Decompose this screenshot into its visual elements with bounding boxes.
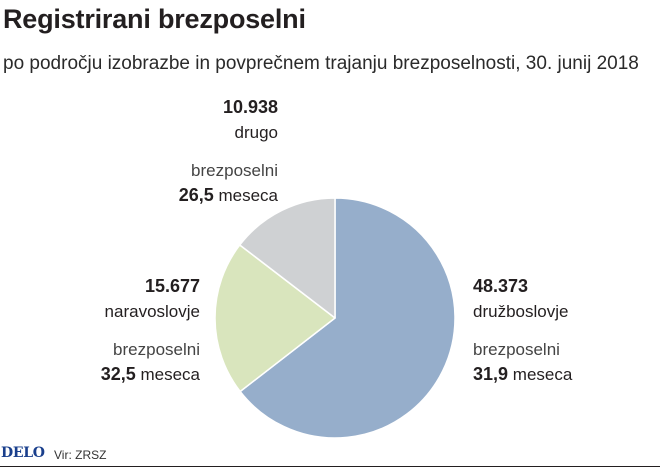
duration-value-naravoslovje: 32,5 [100, 364, 136, 384]
duration-naravoslovje: 32,5 meseca [101, 362, 200, 387]
duration-druzboslovje: 31,9 meseca [473, 362, 572, 387]
duration-unit-drugo: meseca [218, 186, 278, 205]
duration-label-naravoslovje: brezposelni [113, 340, 200, 359]
value-naravoslovje: 15.677 [144, 276, 200, 296]
duration-value-drugo: 26,5 [178, 185, 214, 205]
duration-drugo: 26,5 meseca [179, 183, 278, 208]
value-druzboslovje: 48.373 [473, 276, 529, 296]
pie-slice-naravoslovje [214, 244, 336, 393]
duration-unit-naravoslovje: meseca [140, 365, 200, 384]
chart-title: Registrirani brezposelni [3, 4, 306, 34]
chart-subtitle: po področju izobrazbe in povprečnem traj… [3, 53, 639, 74]
pie-slice-druzboslovje [239, 197, 456, 439]
category-drugo: drugo [234, 123, 278, 142]
category-naravoslovje: naravoslovje [104, 302, 200, 321]
value-drugo: 10.938 [222, 97, 278, 117]
pie-slice-drugo [239, 197, 336, 319]
source-note: Vir: ZRSZ [54, 448, 107, 462]
label-drugo: 10.938 drugo brezposelni 26,5 meseca [179, 95, 278, 208]
delo-logo: DELO [1, 445, 45, 461]
duration-unit-druzboslovje: meseca [512, 365, 573, 384]
category-druzboslovje: družboslovje [473, 302, 569, 321]
label-druzboslovje: 48.373 družboslovje brezposelni 31,9 mes… [473, 274, 572, 387]
label-naravoslovje: 15.677 naravoslovje brezposelni 32,5 mes… [101, 274, 200, 387]
duration-value-druzboslovje: 31,9 [473, 364, 509, 384]
duration-label-drugo: brezposelni [191, 161, 278, 180]
bottom-rule [0, 466, 660, 467]
duration-label-druzboslovje: brezposelni [473, 340, 560, 359]
footer: DELO Vir: ZRSZ [0, 442, 660, 470]
